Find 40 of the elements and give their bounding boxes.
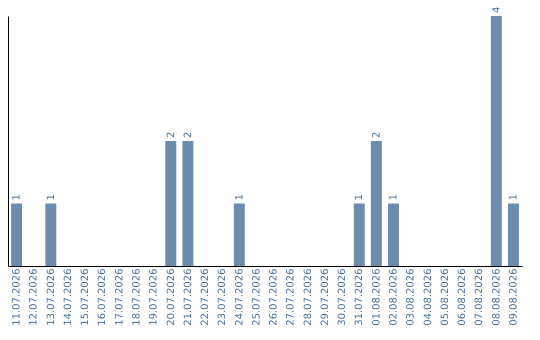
x-tick-label: 17.07.2026 [114,268,126,326]
x-tick-label: 01.08.2026 [371,268,382,326]
x-tick-label: 09.08.2026 [508,268,520,326]
x-tick-label: 18.07.2026 [132,268,142,326]
x-tick-label: 03.08.2026 [406,268,417,326]
x-tick-label: 06.08.2026 [457,268,468,326]
x-tick-label: 08.08.2026 [491,268,502,326]
data-label: 1 [12,194,23,200]
x-tick-label: 20.07.2026 [166,268,177,326]
x-tick-label: 29.07.2026 [320,268,331,326]
x-tick-label: 31.07.2026 [354,268,366,326]
x-tick-label: 26.07.2026 [268,268,280,326]
x-tick-label: 14.07.2026 [62,268,74,326]
x-tick-label: 25.07.2026 [251,268,262,326]
x-tick-label: 11.07.2026 [12,268,23,326]
x-tick-label: 19.07.2026 [148,268,160,326]
x-tick-label: 02.08.2026 [388,268,400,326]
data-label: 4 [491,6,502,13]
x-tick-label: 16.07.2026 [97,268,108,326]
data-label: 1 [234,194,246,200]
x-tick-label: 07.08.2026 [474,268,486,326]
data-label: 1 [46,194,57,200]
x-tick-label: 27.07.2026 [286,268,297,326]
x-tick-label: 22.07.2026 [200,268,212,326]
x-tick-label: 15.07.2026 [80,268,92,326]
x-tick-label: 23.07.2026 [217,268,228,326]
x-tick-label: 28.07.2026 [302,268,314,326]
x-tick-label: 05.08.2026 [440,268,451,326]
x-tick-label: 30.07.2026 [337,268,348,326]
data-label: 2 [371,132,382,138]
x-tick-label: 13.07.2026 [46,268,57,326]
x-tick-label: 04.08.2026 [422,268,434,326]
data-label: 1 [508,194,520,200]
x-tick-label: 24.07.2026 [234,268,246,326]
x-tick-label: 21.07.2026 [182,268,194,326]
data-label: 2 [182,132,194,138]
data-label: 1 [354,194,366,200]
x-tick-label: 12.07.2026 [28,268,40,326]
data-label: 1 [388,194,400,200]
data-label: 2 [166,132,177,138]
